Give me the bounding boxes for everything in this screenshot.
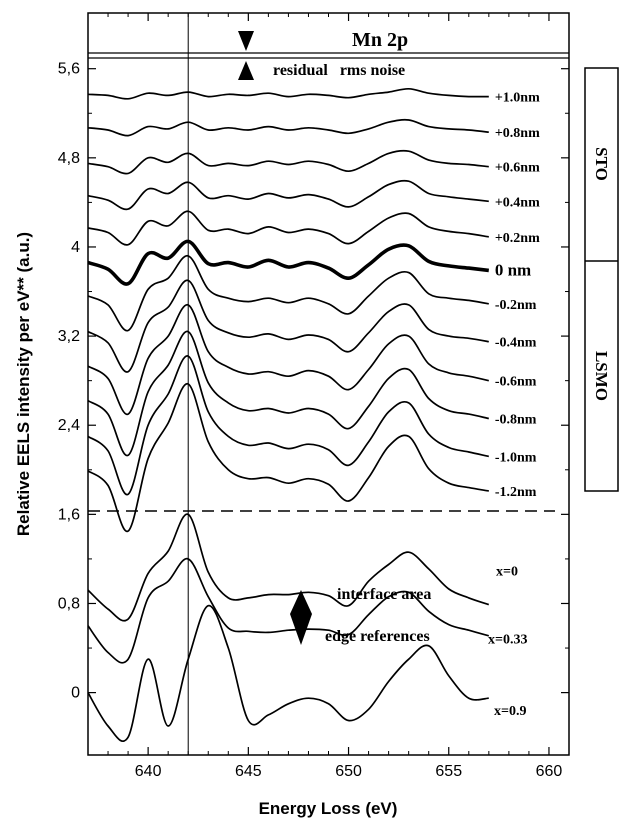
spectra-group [87, 87, 490, 743]
spectrum-line [87, 355, 489, 496]
x-axis-title: Energy Loss (eV) [259, 799, 398, 818]
y-axis-title: Relative EELS intensity per eV** (a.u.) [14, 232, 33, 536]
region-panel [584, 67, 619, 492]
spectrum-line [87, 279, 489, 373]
y-tick-label: 1,6 [58, 506, 80, 523]
spectrum-line [87, 604, 489, 743]
x-tick-label: 655 [435, 763, 462, 780]
spectrum-label: x=0.33 [488, 633, 527, 648]
x-tick-label: 660 [536, 763, 563, 780]
noise-arrow-up-icon [238, 61, 254, 80]
spectrum-label: -1.0nm [495, 450, 537, 465]
y-tick-label: 4,8 [58, 150, 80, 167]
lsmo-region-label: LSMO [592, 351, 611, 401]
spectrum-label: 0 nm [495, 260, 531, 279]
y-axis-ticks: 0 0,8 1,6 2,4 3,2 4 4,8 5,6 [58, 61, 569, 702]
x-tick-label: 640 [135, 763, 162, 780]
spectrum-line [87, 557, 490, 664]
spectrum-label: +0.2nm [495, 231, 540, 246]
chart-title: Mn 2p [352, 29, 408, 51]
y-tick-label: 0 [71, 685, 80, 702]
x-axis-ticks: 640 645 650 655 660 [107, 13, 570, 780]
spectrum-line [87, 304, 490, 415]
interface-diamond-icon [290, 590, 312, 645]
spectrum-label: x=0.9 [494, 704, 526, 719]
spectrum-label: -0.2nm [495, 298, 537, 313]
spectrum-label: -0.8nm [495, 413, 537, 428]
y-tick-label: 3,2 [58, 328, 80, 345]
spectrum-label: +1.0nm [495, 91, 540, 106]
noise-label: residual rms noise [273, 62, 405, 79]
y-tick-label: 2,4 [58, 417, 80, 434]
y-tick-label: 0,8 [58, 595, 80, 612]
spectrum-label: +0.4nm [495, 195, 540, 210]
spectrum-line [87, 383, 489, 532]
y-tick-label: 5,6 [58, 61, 80, 78]
spectrum-line [87, 118, 489, 137]
spectrum-line [87, 210, 489, 246]
spectrum-label: +0.6nm [495, 161, 540, 176]
interface-area-label: interface area [337, 586, 431, 603]
x-tick-label: 650 [335, 763, 362, 780]
noise-arrow-down-icon [238, 31, 254, 51]
y-tick-label: 4 [71, 239, 80, 256]
spectrum-label: -1.2nm [495, 485, 537, 500]
x-tick-label: 645 [235, 763, 262, 780]
spectrum-label: x=0 [496, 565, 518, 580]
spectrum-line [87, 149, 489, 175]
spectrum-line [87, 239, 490, 286]
spectrum-line [87, 87, 489, 100]
spectrum-line [87, 179, 489, 211]
spectrum-label: -0.6nm [495, 375, 537, 390]
spectrum-line [87, 330, 489, 457]
spectrum-label: +0.8nm [495, 126, 540, 141]
spectrum-label: -0.4nm [495, 336, 537, 351]
spectrum-line [87, 513, 490, 622]
spectrum-line [87, 255, 489, 332]
spectra-labels: +1.0nm +0.8nm +0.6nm +0.4nm +0.2nm 0 nm -0.2nm… [488, 91, 540, 719]
edge-references-label: edge references [325, 628, 430, 645]
sto-region-label: STO [592, 147, 611, 181]
